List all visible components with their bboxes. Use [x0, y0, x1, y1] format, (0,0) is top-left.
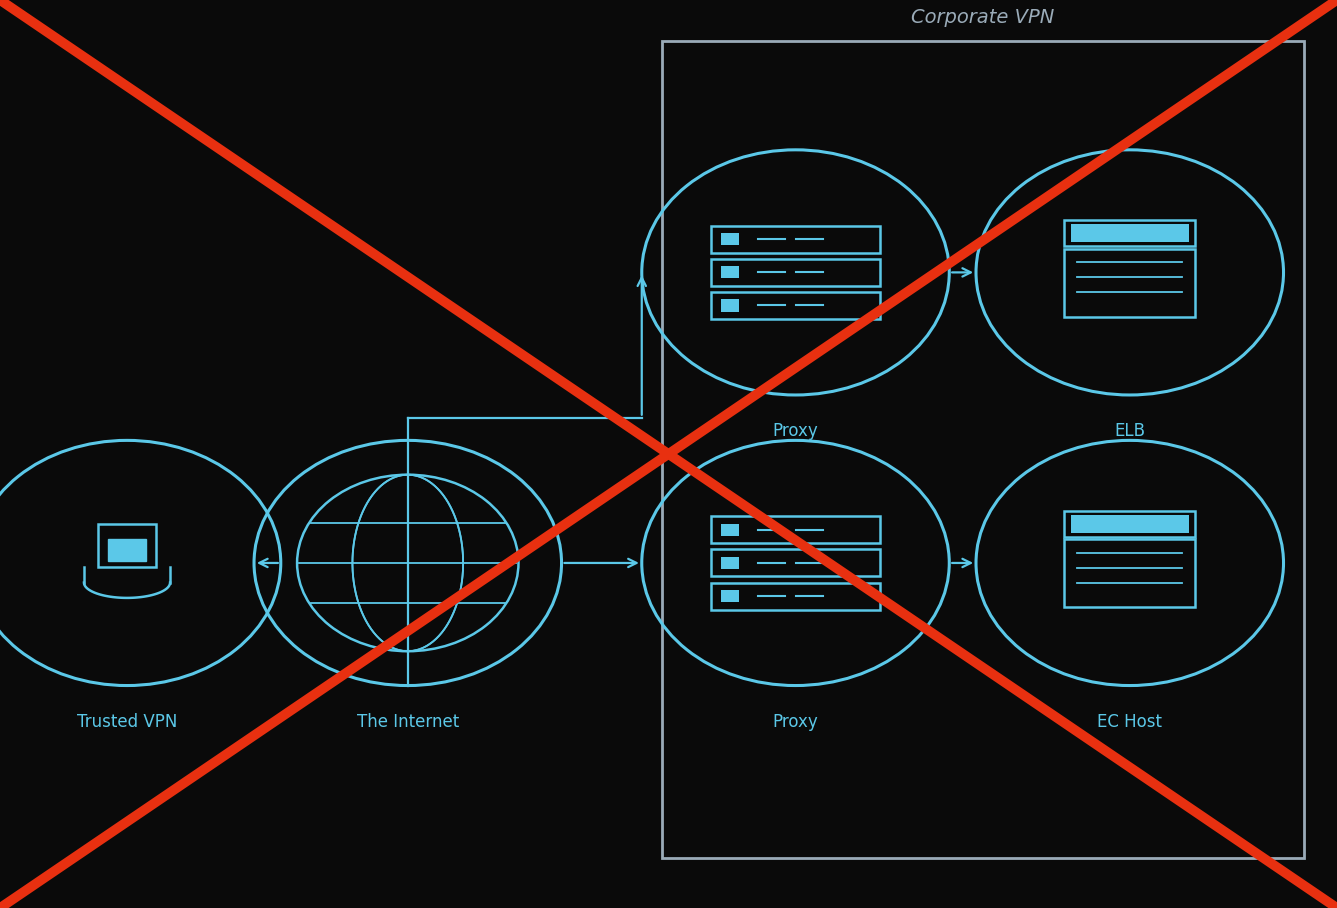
- Text: Corporate VPN: Corporate VPN: [910, 8, 1055, 27]
- Text: Trusted VPN: Trusted VPN: [76, 713, 178, 731]
- Bar: [721, 300, 739, 311]
- Bar: [711, 292, 880, 319]
- Bar: [711, 583, 880, 609]
- Bar: [721, 233, 739, 245]
- Bar: [721, 524, 739, 536]
- Text: The Internet: The Internet: [357, 713, 459, 731]
- Bar: [721, 590, 739, 602]
- Text: EC Host: EC Host: [1098, 713, 1162, 731]
- Text: Proxy: Proxy: [773, 422, 818, 440]
- Text: Proxy: Proxy: [773, 713, 818, 731]
- Bar: [98, 524, 156, 568]
- Bar: [662, 41, 1304, 858]
- Bar: [1071, 224, 1189, 242]
- Bar: [721, 557, 739, 569]
- Bar: [108, 539, 146, 561]
- Bar: [1064, 511, 1195, 537]
- Bar: [711, 549, 880, 577]
- Bar: [711, 259, 880, 286]
- Bar: [1064, 221, 1195, 246]
- Bar: [1064, 249, 1195, 317]
- Bar: [721, 266, 739, 279]
- Bar: [711, 517, 880, 543]
- Bar: [1064, 539, 1195, 607]
- Bar: [1071, 515, 1189, 533]
- Bar: [711, 226, 880, 252]
- Text: ELB: ELB: [1114, 422, 1146, 440]
